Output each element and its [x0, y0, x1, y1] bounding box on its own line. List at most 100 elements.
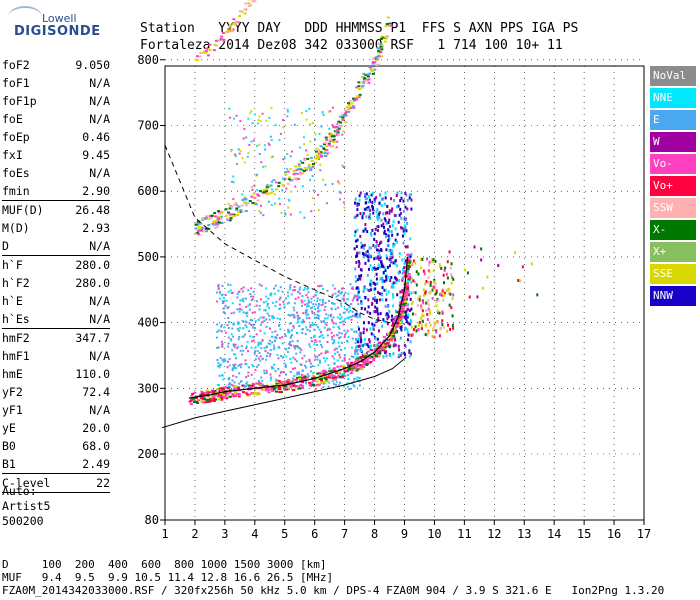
data-point	[409, 318, 412, 322]
data-point	[222, 393, 226, 396]
data-point	[468, 295, 471, 299]
data-point	[368, 362, 372, 365]
data-point	[334, 130, 338, 133]
data-point	[312, 303, 315, 306]
data-point	[392, 281, 395, 285]
data-point	[209, 399, 213, 402]
data-point	[254, 387, 258, 390]
data-point	[356, 313, 359, 316]
data-point	[410, 325, 413, 329]
data-point	[200, 390, 204, 393]
data-point	[335, 295, 338, 298]
data-point	[286, 170, 290, 173]
data-point	[206, 399, 210, 402]
data-point	[324, 322, 327, 325]
data-point	[346, 329, 349, 332]
data-point	[324, 360, 327, 363]
data-point	[284, 385, 288, 388]
data-point	[376, 63, 380, 66]
data-point	[197, 220, 201, 223]
data-point	[343, 109, 347, 112]
data-point	[352, 380, 355, 383]
y-tick-label: 500	[137, 250, 159, 264]
data-point	[234, 353, 237, 356]
data-point	[358, 380, 361, 383]
data-point	[377, 244, 380, 248]
data-point	[219, 217, 223, 220]
data-point	[332, 322, 335, 325]
data-point	[418, 298, 421, 302]
data-point	[260, 284, 263, 287]
data-point	[309, 366, 312, 369]
data-point	[238, 14, 242, 17]
data-point	[220, 215, 224, 218]
data-point	[230, 180, 233, 183]
data-point	[309, 123, 312, 126]
data-point	[201, 401, 205, 404]
data-point	[271, 341, 274, 344]
data-point	[233, 213, 237, 216]
param-separator	[2, 200, 110, 201]
data-point	[203, 393, 207, 396]
data-point	[420, 316, 423, 320]
data-point	[269, 349, 272, 352]
data-point	[358, 93, 362, 96]
data-point	[275, 379, 278, 382]
data-point	[279, 385, 283, 388]
data-point	[414, 291, 417, 295]
data-point	[344, 121, 348, 124]
data-point	[226, 360, 229, 363]
param-value: N/A	[89, 312, 110, 326]
data-point	[383, 346, 387, 349]
data-point	[391, 282, 394, 286]
data-point	[274, 284, 277, 287]
data-point	[400, 305, 404, 308]
data-point	[380, 224, 383, 228]
data-point	[375, 59, 379, 62]
data-point	[244, 204, 248, 207]
data-point	[394, 343, 397, 347]
data-point	[363, 321, 366, 325]
data-point	[332, 144, 335, 147]
data-point	[311, 197, 314, 200]
data-point	[404, 304, 408, 307]
data-point	[400, 226, 403, 230]
data-point	[225, 299, 228, 302]
data-point	[275, 188, 279, 191]
data-point	[273, 193, 276, 196]
data-point	[247, 289, 250, 292]
data-point	[302, 288, 305, 291]
data-point	[367, 205, 370, 209]
data-point	[343, 359, 346, 362]
data-point	[218, 389, 222, 392]
data-point	[440, 293, 443, 297]
data-point	[320, 334, 323, 337]
data-point	[259, 341, 262, 344]
data-point	[385, 312, 388, 316]
data-point	[194, 223, 198, 226]
data-point	[265, 384, 269, 387]
data-point	[395, 316, 399, 319]
data-point	[389, 248, 392, 252]
data-point	[313, 328, 316, 331]
data-point	[254, 350, 257, 353]
data-point	[289, 155, 292, 158]
data-point	[363, 355, 367, 358]
data-point	[384, 218, 387, 222]
data-point	[219, 363, 222, 366]
data-point	[292, 384, 296, 387]
data-point	[316, 344, 319, 347]
data-point	[403, 315, 406, 319]
data-point	[235, 207, 239, 210]
data-point	[281, 380, 285, 383]
data-point	[279, 296, 282, 299]
data-point	[356, 251, 359, 255]
data-point	[343, 307, 346, 310]
data-point	[379, 342, 383, 345]
data-point	[368, 338, 371, 342]
x-tick-label: 7	[341, 527, 348, 541]
data-point	[196, 229, 200, 232]
data-point	[366, 357, 370, 360]
data-point	[347, 110, 351, 113]
data-point	[213, 390, 217, 393]
